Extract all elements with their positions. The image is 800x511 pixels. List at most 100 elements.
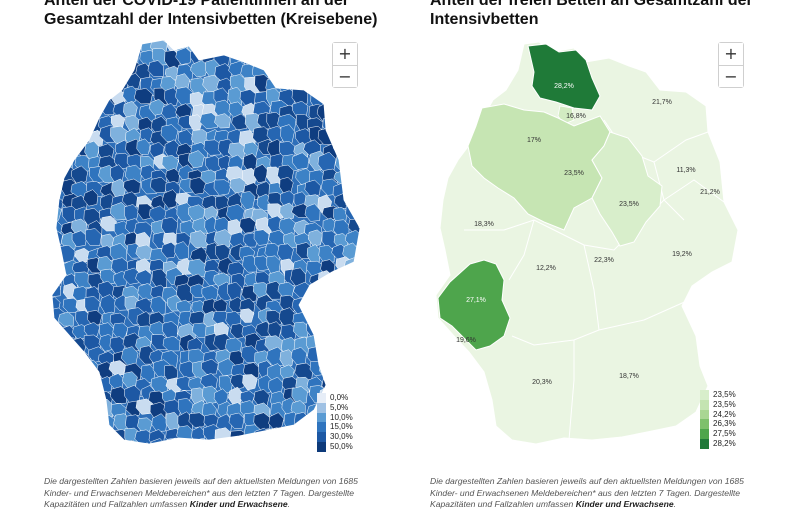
district-cell[interactable] (61, 440, 80, 457)
district-cell[interactable] (213, 179, 232, 196)
district-cell[interactable] (242, 254, 258, 273)
district-cell[interactable] (357, 196, 374, 215)
district-cell[interactable] (359, 63, 379, 83)
district-cell[interactable] (48, 152, 63, 170)
district-cell[interactable] (349, 179, 364, 196)
district-cell[interactable] (308, 51, 327, 67)
district-cell[interactable] (83, 376, 102, 395)
district-cell[interactable] (110, 202, 129, 221)
left-zoom-in-button[interactable]: + (333, 43, 357, 65)
district-cell[interactable] (242, 374, 258, 391)
district-cell[interactable] (361, 209, 375, 228)
district-cell[interactable] (151, 268, 168, 289)
district-cell[interactable] (358, 216, 375, 235)
district-cell[interactable] (200, 358, 219, 375)
district-cell[interactable] (308, 35, 327, 54)
district-cell[interactable] (361, 89, 376, 105)
district-cell[interactable] (267, 35, 286, 53)
district-cell[interactable] (135, 269, 152, 285)
district-cell[interactable] (345, 334, 362, 352)
district-cell[interactable] (57, 139, 74, 158)
district-cell[interactable] (357, 323, 373, 343)
district-cell[interactable] (214, 99, 232, 120)
district-cell[interactable] (308, 229, 323, 247)
district-cell[interactable] (359, 143, 375, 161)
district-cell[interactable] (97, 280, 115, 299)
district-cell[interactable] (278, 63, 297, 81)
district-cell[interactable] (71, 376, 86, 397)
district-cell[interactable] (58, 401, 77, 417)
district-cell[interactable] (46, 168, 62, 188)
district-cell[interactable] (335, 87, 353, 106)
district-cell[interactable] (267, 439, 286, 457)
district-cell[interactable] (48, 74, 64, 92)
district-cell[interactable] (346, 116, 361, 136)
district-cell[interactable] (62, 348, 80, 368)
district-cell[interactable] (202, 385, 218, 405)
district-cell[interactable] (347, 103, 363, 121)
district-cell[interactable] (321, 375, 338, 394)
district-cell[interactable] (254, 255, 270, 272)
district-cell[interactable] (47, 373, 64, 390)
district-cell[interactable] (83, 322, 101, 339)
district-cell[interactable] (124, 40, 141, 56)
district-cell[interactable] (307, 310, 327, 330)
district-cell[interactable] (188, 412, 207, 428)
district-cell[interactable] (110, 386, 128, 404)
district-cell[interactable] (265, 310, 282, 327)
district-cell[interactable] (334, 346, 351, 364)
district-cell[interactable] (231, 113, 248, 131)
district-cell[interactable] (74, 271, 92, 289)
district-cell[interactable] (291, 152, 309, 170)
district-cell[interactable] (254, 50, 270, 67)
district-cell[interactable] (319, 308, 336, 326)
district-cell[interactable] (355, 413, 371, 432)
district-cell[interactable] (304, 179, 321, 197)
district-cell[interactable] (57, 77, 75, 98)
district-cell[interactable] (122, 191, 138, 208)
district-cell[interactable] (200, 373, 218, 389)
district-cell[interactable] (279, 295, 297, 313)
district-cell[interactable] (356, 306, 375, 324)
district-cell[interactable] (45, 412, 62, 432)
district-cell[interactable] (192, 437, 211, 457)
district-cell[interactable] (279, 202, 296, 220)
district-cell[interactable] (165, 168, 180, 184)
district-cell[interactable] (137, 203, 154, 221)
district-cell[interactable] (218, 437, 237, 455)
district-cell[interactable] (45, 176, 62, 196)
district-cell[interactable] (321, 325, 338, 343)
district-cell[interactable] (292, 440, 309, 459)
district-cell[interactable] (331, 375, 346, 394)
district-cell[interactable] (239, 308, 255, 323)
district-cell[interactable] (85, 228, 102, 246)
district-cell[interactable] (61, 360, 77, 380)
district-cell[interactable] (87, 63, 106, 82)
district-cell[interactable] (201, 439, 220, 458)
district-cell[interactable] (74, 428, 91, 444)
district-cell[interactable] (229, 177, 246, 194)
district-cell[interactable] (162, 335, 181, 352)
district-cell[interactable] (87, 401, 103, 419)
district-cell[interactable] (174, 241, 189, 261)
district-cell[interactable] (358, 151, 375, 169)
district-cell[interactable] (227, 440, 245, 458)
district-cell[interactable] (112, 50, 129, 66)
district-cell[interactable] (358, 168, 374, 187)
district-cell[interactable] (58, 377, 78, 393)
district-cell[interactable] (358, 271, 374, 290)
district-cell[interactable] (95, 77, 111, 97)
district-cell[interactable] (227, 35, 246, 50)
district-cell[interactable] (242, 440, 258, 460)
district-cell[interactable] (239, 217, 257, 234)
district-cell[interactable] (213, 229, 232, 248)
district-cell[interactable] (71, 165, 88, 184)
district-cell[interactable] (333, 283, 353, 301)
district-cell[interactable] (322, 217, 337, 234)
district-cell[interactable] (61, 38, 77, 56)
district-cell[interactable] (74, 413, 90, 429)
district-cell[interactable] (49, 350, 68, 370)
district-cell[interactable] (150, 176, 168, 193)
district-cell[interactable] (86, 425, 102, 444)
district-cell[interactable] (271, 47, 288, 66)
